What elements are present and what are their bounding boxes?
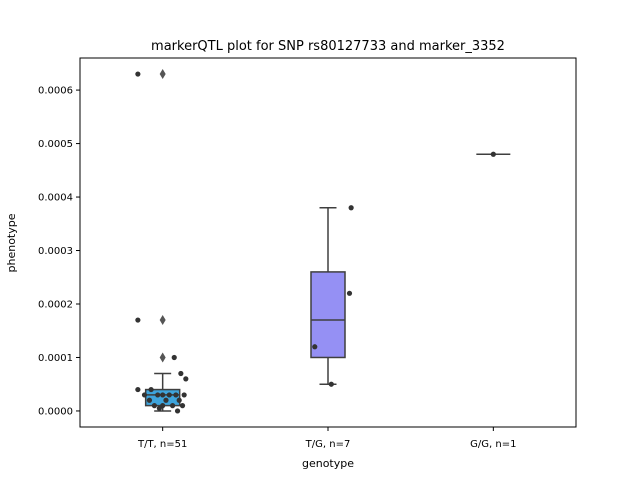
data-point	[156, 405, 162, 411]
data-point	[148, 386, 154, 393]
data-point	[181, 392, 187, 398]
x-tick-label: G/G, n=1	[470, 439, 516, 450]
data-point	[348, 205, 354, 211]
data-point	[135, 71, 141, 77]
data-point	[346, 290, 353, 296]
y-tick-label: 0.0004	[38, 193, 73, 204]
data-point	[490, 151, 496, 157]
y-tick-label: 0.0006	[38, 86, 73, 97]
data-point	[155, 392, 161, 398]
y-tick-label: 0.0002	[38, 300, 73, 311]
y-tick-label: 0.0000	[38, 406, 73, 417]
box-iqr	[310, 271, 346, 359]
chart-title: markerQTL plot for SNP rs80127733 and ma…	[151, 39, 505, 54]
outlier-marker	[159, 69, 166, 80]
data-point	[183, 376, 189, 382]
y-tick-label: 0.0005	[38, 139, 73, 150]
y-tick-label: 0.0003	[38, 246, 73, 257]
y-axis: 0.0000 0.0001 0.0002 0.0003 0.0004 0.0005 0.00…	[38, 86, 80, 417]
x-tick-label: T/T, n=51	[137, 439, 187, 450]
data-point	[171, 354, 177, 361]
plot-area	[135, 69, 511, 414]
data-point	[160, 392, 166, 398]
y-tick-label: 0.0001	[38, 353, 73, 364]
outlier-marker	[159, 352, 166, 363]
data-point	[178, 370, 184, 377]
data-point	[141, 392, 148, 398]
x-axis-label: genotype	[302, 457, 354, 470]
data-point	[135, 386, 141, 393]
data-point	[328, 381, 334, 387]
data-point	[151, 403, 157, 409]
x-axis: T/T, n=51 T/G, n=7 G/G, n=1	[137, 427, 516, 450]
x-tick-label: T/G, n=7	[305, 439, 351, 450]
data-point	[174, 408, 181, 414]
data-point	[179, 403, 186, 409]
data-point	[146, 397, 153, 403]
data-point	[169, 403, 176, 409]
data-point	[163, 397, 169, 403]
outlier-marker	[159, 315, 166, 326]
box-group	[310, 206, 346, 385]
data-point	[312, 344, 318, 350]
data-point	[176, 397, 182, 403]
data-point	[135, 317, 141, 323]
y-axis-label: phenotype	[5, 213, 18, 272]
data-point	[166, 392, 172, 398]
data-point	[173, 392, 179, 398]
